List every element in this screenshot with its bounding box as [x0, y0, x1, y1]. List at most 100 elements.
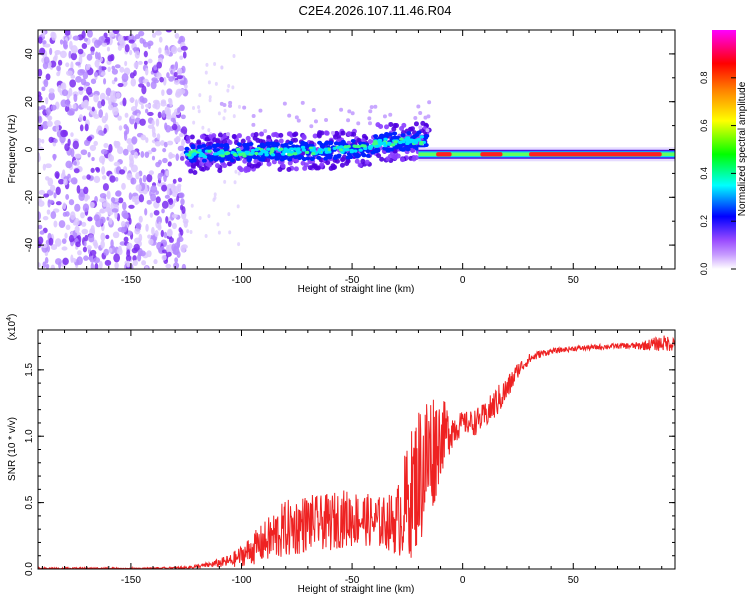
spectrogram-point	[183, 220, 188, 228]
spectrogram-point	[137, 253, 142, 262]
spectrogram-point	[174, 257, 179, 264]
spectrogram-point	[216, 156, 222, 161]
spectrogram-point	[391, 126, 397, 132]
spectrogram-point	[38, 68, 43, 77]
spectrogram-point	[228, 230, 232, 235]
spectrogram-point	[393, 123, 399, 129]
spectrogram-point	[53, 220, 58, 228]
spectrogram-point	[367, 116, 372, 121]
spectrogram-point	[62, 40, 68, 49]
spectrogram-point	[416, 104, 421, 109]
spectrogram-point	[81, 30, 86, 39]
spectrogram-point	[379, 133, 385, 138]
spectrogram-point	[217, 132, 223, 138]
spectrogram-point	[207, 214, 211, 219]
spectrogram-point	[145, 108, 149, 114]
spectrogram-point	[277, 154, 283, 159]
spectrogram-point	[122, 148, 129, 156]
spectrogram-point	[411, 139, 416, 144]
spectrogram-point	[189, 158, 195, 163]
spectrogram-point	[215, 143, 221, 148]
spectrogram-point	[252, 135, 258, 141]
spectrogram-point	[258, 157, 264, 162]
spectrogram-point	[372, 148, 378, 153]
spectrogram-point	[111, 208, 119, 213]
spectrogram-point	[154, 140, 161, 147]
spectrogram-point	[189, 134, 195, 140]
spectrogram-point	[304, 150, 310, 154]
spectrogram-point	[90, 167, 95, 173]
spectrogram-point	[153, 79, 159, 84]
spectrogram-point	[175, 153, 180, 162]
spectrogram-point	[266, 147, 271, 151]
spectrogram-point	[109, 90, 117, 100]
spectrogram-point	[414, 146, 420, 151]
spectrogram-point	[397, 140, 403, 145]
colorbar-ticks: 0.0 0.2 0.4 0.6 0.8	[699, 72, 736, 275]
spectrogram-point	[176, 74, 184, 80]
spectrogram-point	[340, 130, 346, 136]
spectrogram-point	[369, 105, 374, 110]
spectrogram-point	[98, 65, 102, 74]
spectrogram-point	[157, 159, 162, 165]
spectrogram-point	[387, 132, 393, 137]
colorbar-tick-label: 0.2	[699, 215, 709, 228]
spectrogram-point	[93, 71, 99, 78]
spectrogram-point	[165, 30, 172, 33]
spectrogram-point	[89, 249, 97, 256]
spectrogram-point	[182, 51, 187, 59]
spectrogram-point	[198, 93, 202, 98]
spectrogram-point	[93, 39, 101, 49]
spectrogram-point	[181, 138, 185, 148]
spectrogram-point	[134, 34, 141, 40]
spectrogram-point	[70, 148, 75, 158]
spectrogram-point	[54, 171, 60, 179]
spectrogram-point	[102, 202, 108, 207]
spectrogram-point	[70, 45, 78, 54]
spectrogram-point	[78, 114, 84, 122]
spectrogram-point	[368, 144, 374, 148]
spectrogram-point	[388, 112, 393, 117]
spectrogram-point	[175, 135, 181, 142]
spectrogram-point	[264, 153, 269, 157]
spectrogram-point	[242, 158, 248, 164]
spectrogram-point	[55, 186, 61, 196]
spectrogram-point	[163, 141, 168, 148]
spectrogram-point	[388, 121, 394, 127]
spectrogram-point	[68, 234, 75, 243]
x-tick-label: -150	[121, 275, 141, 286]
spectrogram-point	[167, 97, 172, 104]
spectrogram-point	[311, 152, 316, 156]
spectrogram-point	[379, 156, 385, 162]
spectrogram-point	[50, 104, 57, 111]
x-tick-label: -50	[345, 575, 360, 586]
snr-axes: -150 -100 -50 0 50 0.0 0.5 1.0 1.5	[24, 329, 675, 586]
spectrogram-point	[44, 163, 52, 169]
spectrogram-point	[201, 125, 205, 130]
spectrogram-point	[399, 125, 405, 131]
spectrogram-point	[47, 115, 53, 121]
spectrogram-point	[227, 140, 233, 146]
spectrogram-point	[43, 193, 50, 198]
spectrogram-point	[204, 234, 208, 239]
spectrogram-point	[411, 134, 417, 139]
spectrogram-point	[86, 30, 93, 38]
spectrogram-point	[81, 43, 88, 50]
spectrogram-point	[38, 106, 42, 111]
spectrogram-point	[93, 257, 101, 264]
spectrogram-point	[192, 149, 197, 153]
spectrogram-point	[68, 50, 72, 59]
spectrogram-point	[38, 224, 43, 230]
colorbar: 0.0 0.2 0.4 0.6 0.8 Normalized spectral ampl…	[699, 30, 748, 275]
spectrogram-point	[150, 185, 158, 194]
spectrogram-point	[367, 139, 373, 145]
spectrogram-point	[98, 129, 104, 136]
spectrogram-point	[70, 132, 74, 138]
spectrogram-point	[294, 115, 299, 120]
spectrogram-point	[77, 250, 82, 256]
spectrogram-point	[165, 170, 170, 177]
spectrogram-point	[83, 139, 91, 147]
spectrogram-point	[134, 117, 141, 125]
spectrogram-point	[204, 70, 208, 75]
spectrogram-point	[350, 138, 356, 143]
